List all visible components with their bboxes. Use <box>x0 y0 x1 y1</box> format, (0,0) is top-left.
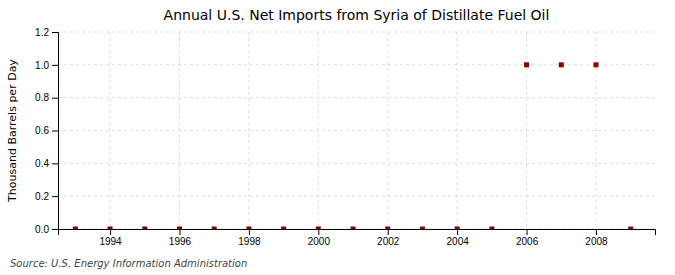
points <box>73 62 633 229</box>
point <box>385 227 390 230</box>
tick-mark <box>527 229 528 235</box>
tick-label: 1.0 <box>35 60 49 71</box>
point <box>177 227 182 230</box>
grid-line <box>318 32 319 229</box>
tick-label: 2004 <box>447 236 470 247</box>
tick-label: 0.4 <box>35 158 49 169</box>
tick-mark <box>52 131 58 132</box>
grid-line <box>58 130 655 131</box>
point <box>420 227 425 230</box>
tick-mark <box>249 229 250 235</box>
tick-label: 0.2 <box>35 191 49 202</box>
tick: 0.0 <box>35 224 58 235</box>
tick-label: 2002 <box>377 236 400 247</box>
point <box>142 227 147 230</box>
point <box>108 227 113 230</box>
tick-mark <box>596 229 597 235</box>
tick-mark <box>52 32 58 33</box>
x-axis: 1994 1996 1998 2000 2002 2004 2006 2008 <box>59 229 656 247</box>
axis-line <box>59 230 656 236</box>
tick-mark <box>388 229 389 235</box>
point <box>559 62 564 67</box>
tick: 1994 <box>99 229 122 247</box>
y-axis: 0.0 0.2 0.4 0.6 0.8 1.0 1.2 <box>35 27 58 235</box>
point <box>524 62 529 67</box>
tick: 1996 <box>169 229 192 247</box>
grid-line <box>58 163 655 164</box>
tick-label: 1.2 <box>35 27 49 38</box>
tick-label: 2000 <box>308 236 331 247</box>
tick-mark <box>318 229 319 235</box>
tick: 0.8 <box>35 92 58 103</box>
grid-line <box>526 32 527 229</box>
tick: 2008 <box>585 229 608 247</box>
tick: 2004 <box>447 229 470 247</box>
tick: 2000 <box>308 229 331 247</box>
tick: 0.2 <box>35 191 58 202</box>
tick: 2006 <box>516 229 539 247</box>
point <box>316 227 321 230</box>
tick-label: 0.8 <box>35 92 49 103</box>
point <box>212 227 217 230</box>
tick: 1.0 <box>35 60 58 71</box>
grid-line <box>179 32 180 229</box>
grid-line <box>595 32 596 229</box>
point <box>628 227 633 230</box>
point <box>455 227 460 230</box>
tick-label: 0.0 <box>35 224 49 235</box>
tick-label: 1996 <box>169 236 192 247</box>
tick-mark <box>52 65 58 66</box>
tick: 0.4 <box>35 158 58 169</box>
y-label: Thousand Barrels per Day <box>6 59 19 203</box>
tick: 0.6 <box>35 125 58 136</box>
axis-line <box>52 33 59 230</box>
tick-mark <box>52 163 58 164</box>
tick: 1998 <box>238 229 261 247</box>
grid-line <box>58 64 655 65</box>
point <box>351 227 356 230</box>
point <box>489 227 494 230</box>
point <box>593 62 598 67</box>
grid <box>58 32 655 229</box>
point <box>281 227 286 230</box>
point <box>73 227 78 230</box>
tick-mark <box>52 196 58 197</box>
grid-line <box>58 196 655 197</box>
tick: 2002 <box>377 229 400 247</box>
grid-line <box>387 32 388 229</box>
grid-line <box>58 97 655 98</box>
tick-mark <box>110 229 111 235</box>
tick-label: 0.6 <box>35 125 49 136</box>
plot: 199419961998200020022004200620080.00.20.… <box>35 27 655 247</box>
tick-label: 2008 <box>585 236 608 247</box>
annotation: Source: U.S. Energy Information Administ… <box>10 258 247 269</box>
tick-label: 1994 <box>99 236 122 247</box>
tick-mark <box>457 229 458 235</box>
tick-label: 2006 <box>516 236 539 247</box>
grid-line <box>110 32 111 229</box>
title: Annual U.S. Net Imports from Syria of Di… <box>164 7 550 23</box>
tick: 1.2 <box>35 27 58 38</box>
tick-mark <box>179 229 180 235</box>
tick-label: 1998 <box>238 236 261 247</box>
grid-line <box>457 32 458 229</box>
tick-mark <box>52 98 58 99</box>
grid-line <box>58 32 655 33</box>
tick-mark <box>52 229 58 230</box>
chart: 199419961998200020022004200620080.00.20.… <box>0 0 675 275</box>
point <box>246 227 251 230</box>
grid-line <box>248 32 249 229</box>
